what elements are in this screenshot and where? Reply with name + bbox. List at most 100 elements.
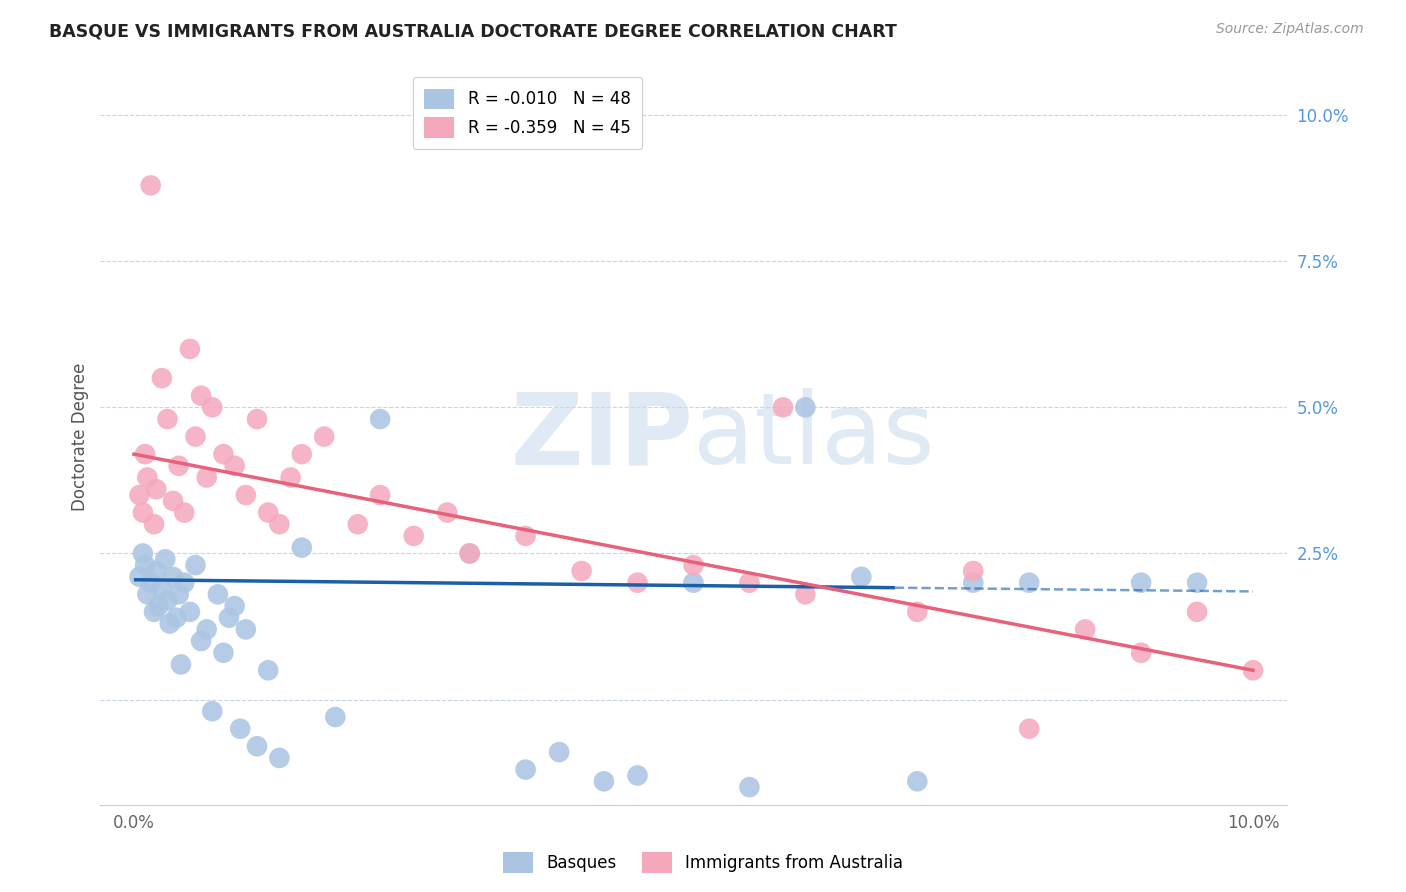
Point (1130, 646, 1153, 660)
Point (134, 447, 156, 461)
Point (593, 774, 616, 789)
Point (962, 564, 984, 578)
Point (150, 371, 173, 385)
Point (682, 558, 704, 573)
Point (143, 605, 166, 619)
Point (136, 470, 159, 484)
Point (1185, 605, 1208, 619)
Point (132, 546, 155, 560)
Point (851, 570, 873, 584)
Point (195, 623, 218, 637)
Point (224, 599, 246, 613)
Point (162, 494, 184, 508)
Point (1130, 575, 1153, 590)
Point (195, 470, 218, 484)
Y-axis label: Doctorate Degree: Doctorate Degree (72, 362, 89, 511)
Point (159, 616, 181, 631)
Point (772, 401, 794, 415)
Point (246, 739, 269, 754)
Point (269, 517, 291, 532)
Point (173, 506, 195, 520)
Point (436, 506, 458, 520)
Point (143, 517, 166, 532)
Point (548, 745, 571, 759)
Point (458, 546, 481, 560)
Point (134, 558, 156, 573)
Point (571, 564, 593, 578)
Point (148, 599, 170, 613)
Point (1241, 663, 1264, 677)
Point (291, 541, 314, 555)
Point (626, 768, 648, 782)
Point (173, 575, 195, 590)
Point (346, 517, 368, 532)
Point (150, 582, 173, 596)
Point (190, 389, 212, 403)
Point (325, 710, 347, 724)
Point (1074, 623, 1097, 637)
Point (201, 704, 224, 718)
Point (905, 774, 928, 789)
Point (179, 342, 201, 356)
Point (458, 546, 481, 560)
Point (280, 470, 302, 484)
Point (162, 570, 184, 584)
Point (291, 447, 314, 461)
Point (139, 575, 162, 590)
Point (170, 657, 193, 672)
Point (515, 529, 537, 543)
Point (682, 575, 704, 590)
Point (1185, 575, 1208, 590)
Point (184, 429, 207, 443)
Point (738, 780, 761, 794)
Point (269, 751, 291, 765)
Point (167, 587, 190, 601)
Point (167, 458, 190, 473)
Point (402, 529, 425, 543)
Point (1018, 722, 1040, 736)
Text: ZIP: ZIP (510, 388, 693, 485)
Point (794, 587, 817, 601)
Point (132, 506, 155, 520)
Point (156, 593, 179, 607)
Point (136, 587, 159, 601)
Point (145, 564, 167, 578)
Text: BASQUE VS IMMIGRANTS FROM AUSTRALIA DOCTORATE DEGREE CORRELATION CHART: BASQUE VS IMMIGRANTS FROM AUSTRALIA DOCT… (49, 22, 897, 40)
Point (139, 178, 162, 193)
Legend: R = -0.010   N = 48, R = -0.359   N = 45: R = -0.010 N = 48, R = -0.359 N = 45 (412, 77, 643, 149)
Point (224, 458, 246, 473)
Point (905, 605, 928, 619)
Legend: Basques, Immigrants from Australia: Basques, Immigrants from Australia (496, 846, 910, 880)
Point (257, 663, 280, 677)
Point (229, 722, 252, 736)
Point (962, 575, 984, 590)
Point (201, 401, 224, 415)
Point (184, 558, 207, 573)
Point (156, 412, 179, 426)
Point (165, 611, 187, 625)
Point (1018, 575, 1040, 590)
Point (179, 605, 201, 619)
Point (145, 482, 167, 496)
Point (190, 634, 212, 648)
Point (738, 575, 761, 590)
Point (212, 447, 235, 461)
Point (212, 646, 235, 660)
Point (207, 587, 229, 601)
Point (626, 575, 648, 590)
Point (235, 623, 257, 637)
Point (314, 429, 336, 443)
Point (128, 488, 150, 502)
Point (128, 570, 150, 584)
Text: Source: ZipAtlas.com: Source: ZipAtlas.com (1216, 22, 1364, 37)
Point (257, 506, 280, 520)
Point (794, 401, 817, 415)
Point (218, 611, 240, 625)
Point (235, 488, 257, 502)
Point (155, 552, 177, 566)
Point (246, 412, 269, 426)
Point (368, 412, 391, 426)
Text: atlas: atlas (693, 388, 935, 485)
Point (515, 763, 537, 777)
Point (368, 488, 391, 502)
